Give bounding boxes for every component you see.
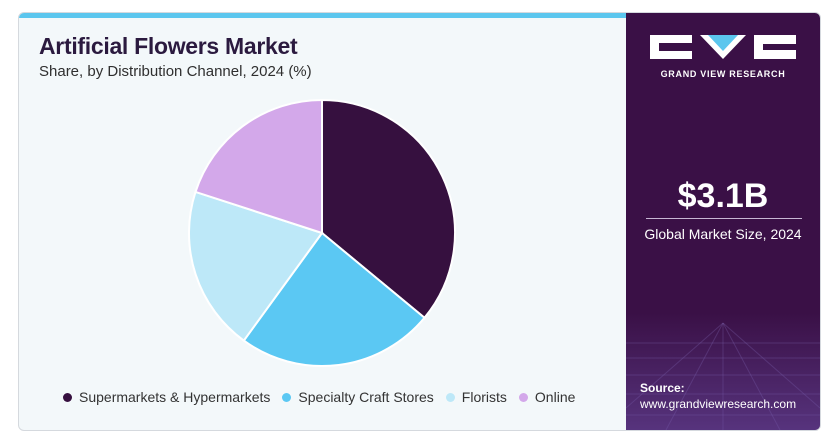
- pie-slice-supermarkets-hypermarkets: [321, 98, 456, 320]
- chart-card: Artificial Flowers Market Share, by Dist…: [18, 12, 821, 431]
- brand-name: GRAND VIEW RESEARCH: [660, 69, 786, 79]
- source-link[interactable]: www.grandviewresearch.com: [640, 397, 797, 411]
- market-size-label: Global Market Size, 2024: [644, 226, 802, 242]
- legend-label: Online: [534, 389, 576, 405]
- pie-chart: [188, 98, 456, 367]
- accent-bar: [19, 13, 627, 18]
- legend-swatch: [445, 392, 455, 402]
- pie-slice-florists: [188, 190, 324, 342]
- pie-slice-specialty-craft-stores: [242, 231, 426, 367]
- source-label: Source:: [640, 381, 685, 395]
- divider: [646, 218, 802, 219]
- legend-item: Florists: [445, 389, 507, 405]
- legend-label: Specialty Craft Stores: [298, 389, 434, 405]
- sidebar-panel: GRAND VIEW RESEARCH $3.1B Global Market …: [626, 13, 820, 430]
- legend-swatch: [63, 392, 72, 402]
- chart-legend: Supermarkets & Hypermarkets Specialty Cra…: [63, 389, 587, 405]
- chart-subtitle: Share, by Distribution Channel, 2024 (%): [39, 63, 312, 80]
- market-size-value: $3.1B: [677, 177, 769, 215]
- legend-label: Supermarkets & Hypermarkets: [79, 389, 271, 405]
- legend-swatch: [282, 392, 292, 402]
- legend-item: Supermarkets & Hypermarkets: [63, 389, 270, 405]
- legend-item: Specialty Craft Stores: [282, 389, 434, 405]
- pie-slice-online: [194, 98, 323, 235]
- chart-title: Artificial Flowers Market: [39, 33, 298, 59]
- sidebar-glow: [626, 313, 820, 430]
- legend-swatch: [518, 392, 528, 402]
- legend-label: Florists: [461, 389, 507, 405]
- grand-view-logo-icon: [650, 35, 796, 59]
- legend-item: Online: [518, 389, 576, 405]
